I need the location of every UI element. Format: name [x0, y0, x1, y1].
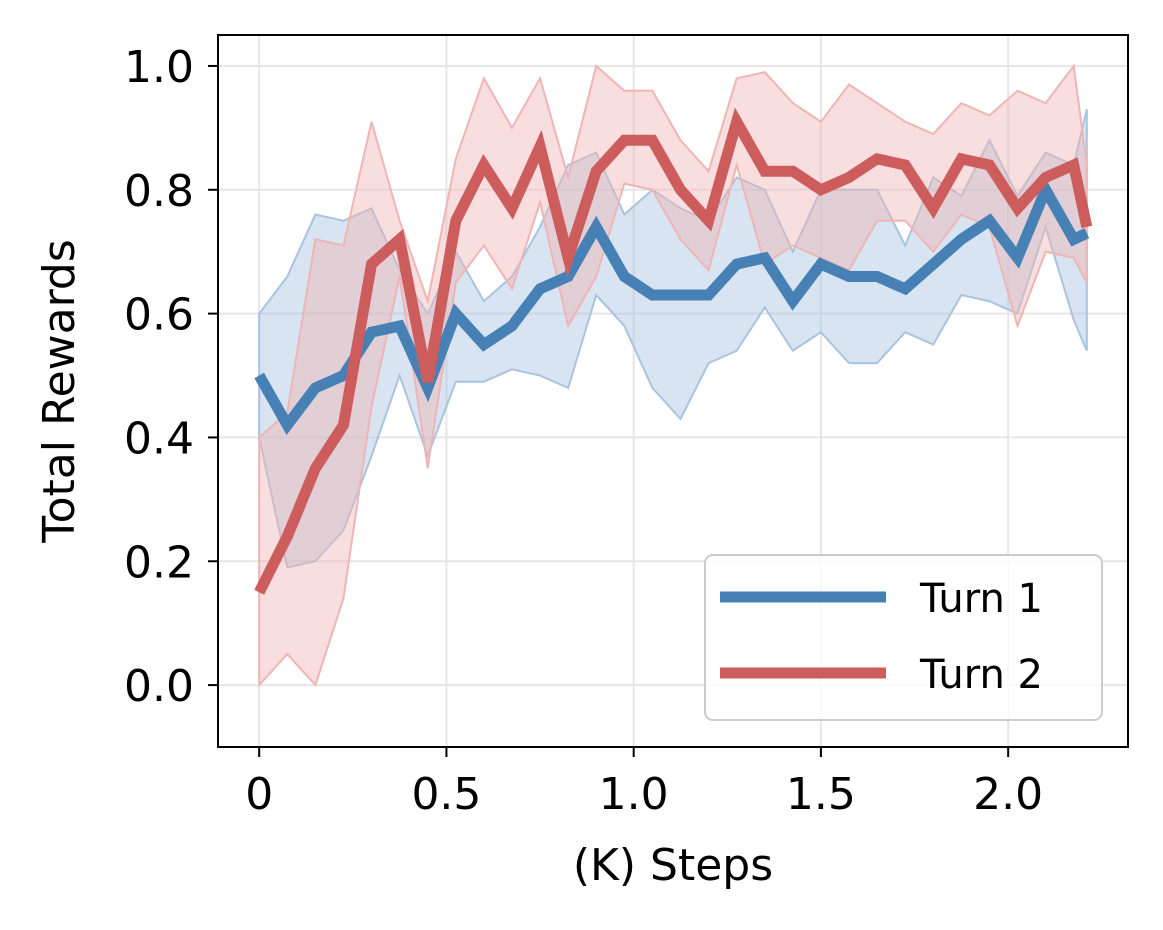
- band-turn-1: [258, 109, 1088, 569]
- y-tick-label: 1.0: [124, 42, 194, 93]
- axis-ticks: 0 0.5 1.0 1.5 2.0 0.0 0.2 0.4 0.6 0.8 1.0: [124, 42, 1043, 820]
- x-tick-label: 0: [245, 769, 273, 820]
- x-tick-label: 2.0: [973, 769, 1043, 820]
- series-line-turn-2: [254, 107, 1093, 595]
- y-tick-label: 0.0: [124, 661, 194, 712]
- x-tick-label: 1.0: [599, 769, 669, 820]
- legend-label-turn-1: Turn 1: [919, 576, 1043, 622]
- y-axis-label: Total Rewards: [34, 239, 85, 544]
- y-tick-label: 0.8: [124, 166, 194, 217]
- series-lines: [254, 107, 1093, 595]
- series-line-turn-1: [254, 177, 1090, 436]
- y-tick-label: 0.2: [124, 537, 194, 588]
- x-tick-label: 0.5: [411, 769, 481, 820]
- y-tick-label: 0.4: [124, 413, 194, 464]
- y-tick-label: 0.6: [124, 290, 194, 341]
- x-axis-label: (K) Steps: [573, 840, 773, 891]
- grid: [218, 35, 1128, 747]
- band-turn-2: [258, 63, 1088, 688]
- plot-frame: [217, 34, 1129, 748]
- x-tick-label: 1.5: [786, 769, 856, 820]
- legend: Turn 1 Turn 2: [704, 554, 1103, 721]
- confidence-bands: [258, 63, 1088, 688]
- legend-label-turn-2: Turn 2: [919, 652, 1043, 698]
